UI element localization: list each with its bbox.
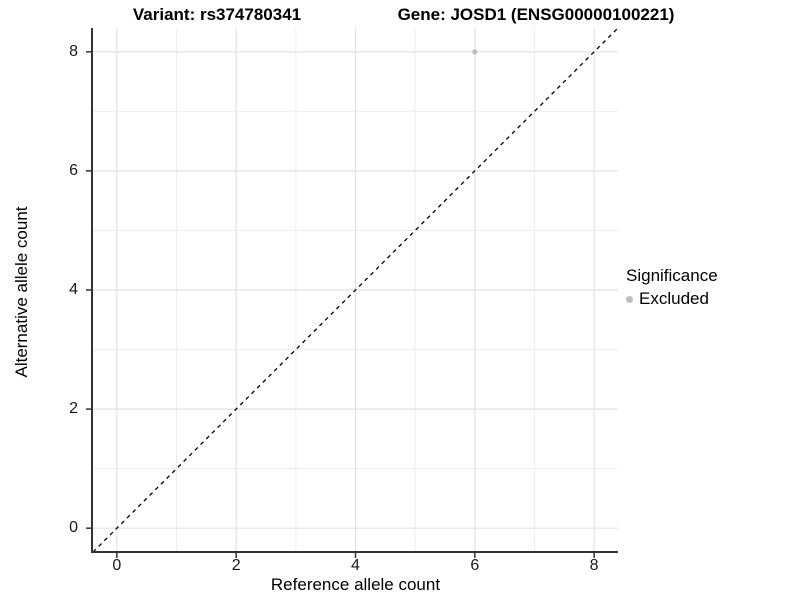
- data-point: [472, 49, 478, 55]
- legend-point-icon: [626, 295, 633, 303]
- x-axis-title: Reference allele count: [270, 575, 441, 594]
- y-tick-label: 4: [69, 281, 78, 298]
- legend: Significance Excluded: [626, 266, 718, 309]
- x-tick-label: 0: [112, 557, 122, 574]
- x-tick-label: 2: [231, 557, 241, 574]
- y-tick-label: 0: [69, 519, 78, 537]
- x-tick-label: 8: [589, 557, 599, 574]
- legend-title: Significance: [626, 266, 718, 285]
- y-tick-label: 6: [69, 161, 78, 179]
- x-tick-label: 4: [351, 557, 360, 574]
- identity-line: [92, 27, 619, 553]
- legend-item-label: Excluded: [639, 289, 709, 308]
- legend-item-excluded: Excluded: [626, 289, 718, 309]
- y-tick-label: 2: [69, 400, 78, 418]
- gene-title: Gene: JOSD1 (ENSG00000100221): [397, 5, 675, 24]
- y-axis-title: Alternative allele count: [12, 206, 31, 378]
- variant-title: Variant: rs374780341: [132, 5, 302, 24]
- x-tick-label: 6: [470, 557, 480, 574]
- y-tick-label: 8: [69, 42, 78, 60]
